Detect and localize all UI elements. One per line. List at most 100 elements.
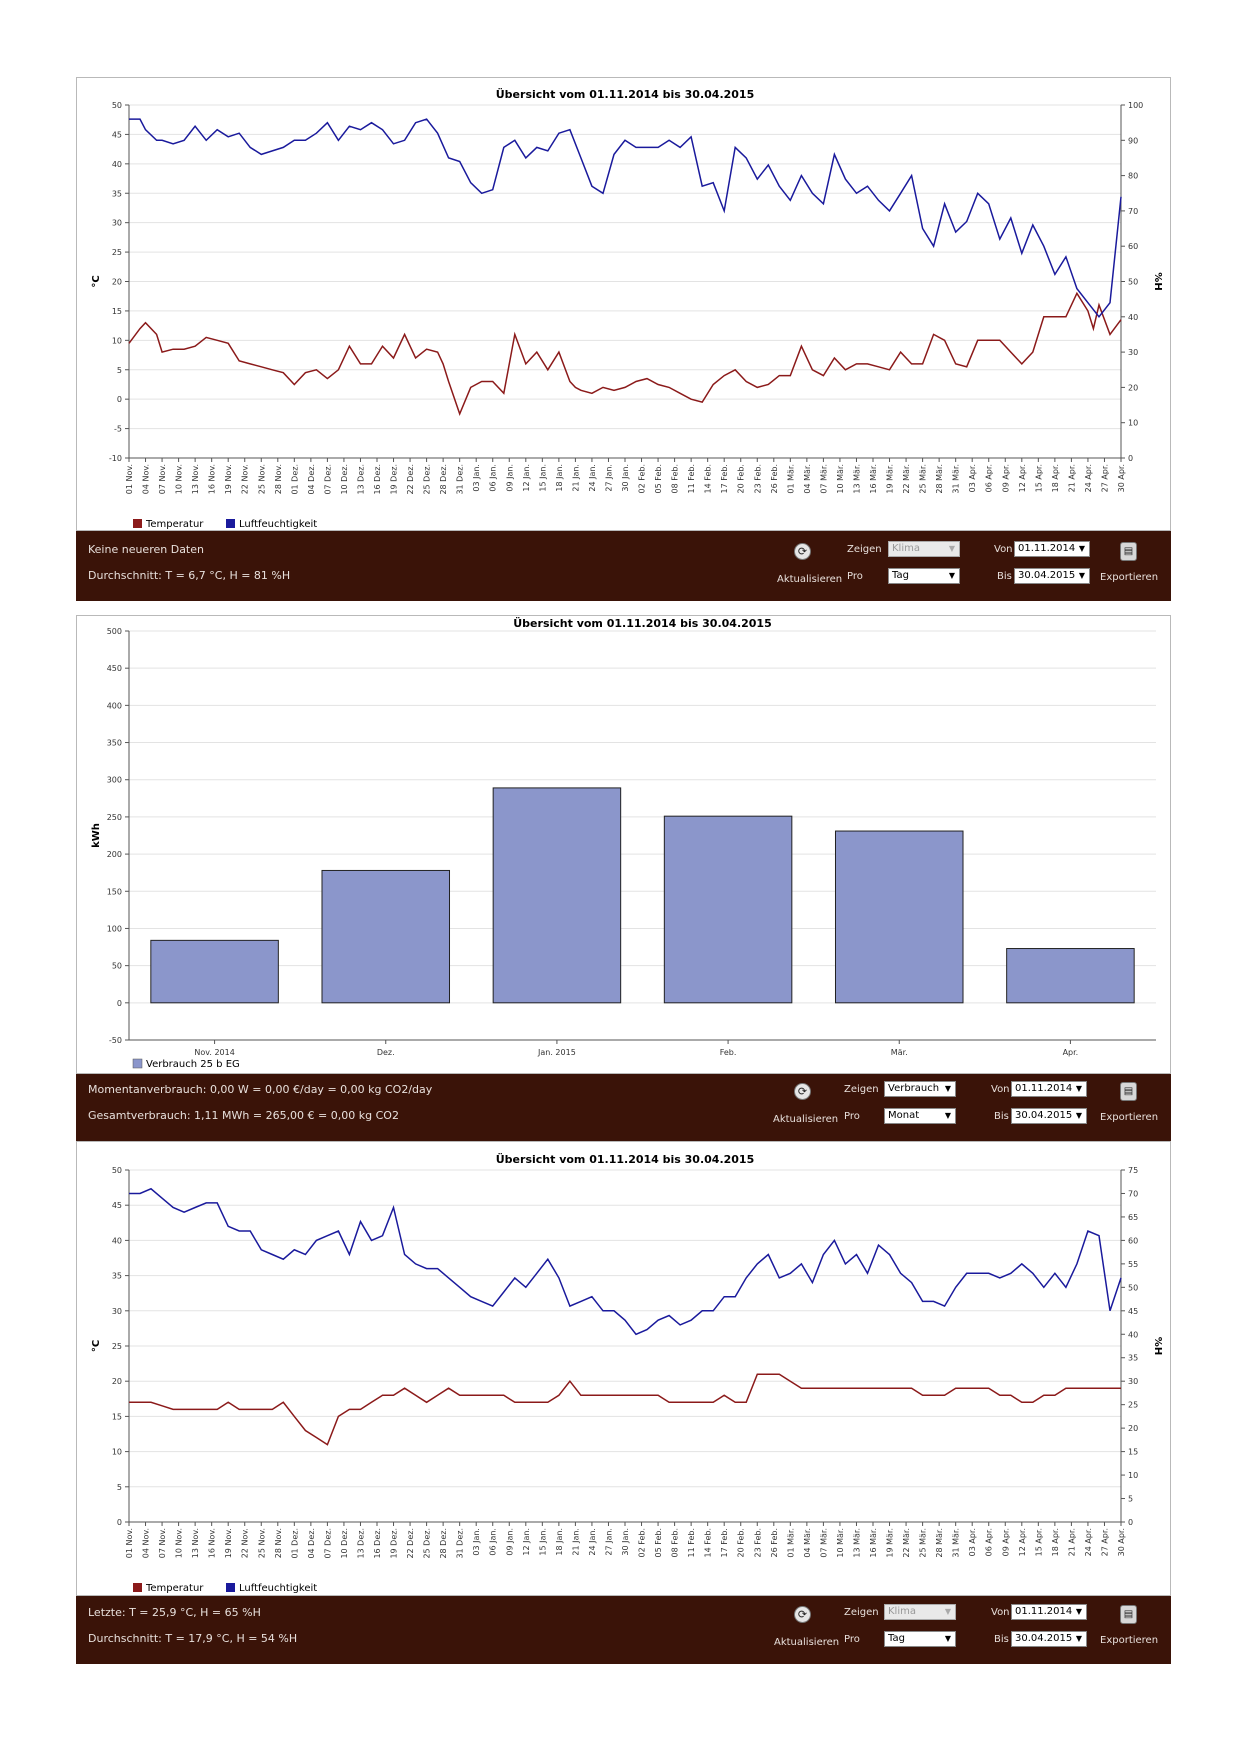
y2-tick-label: 90: [1128, 136, 1138, 145]
export-icon[interactable]: ▤: [1120, 542, 1137, 561]
x-tick-label: 16 Nov.: [208, 1528, 217, 1558]
x-tick-label: 21 Apr.: [1067, 464, 1076, 492]
x-tick-label: 05 Feb.: [654, 1528, 663, 1557]
x-tick-label: 24 Apr.: [1084, 1528, 1093, 1556]
x-tick-label: 10 Nov.: [175, 464, 184, 494]
x-tick-label: 18 Apr.: [1051, 1528, 1060, 1556]
y-tick-label: 45: [112, 1201, 122, 1210]
bis-date-select[interactable]: 30.04.2015 ▼: [1011, 1631, 1087, 1647]
x-tick-label: 28 Dez.: [439, 1528, 448, 1559]
x-tick-label: 22 Dez.: [406, 1528, 415, 1559]
y-tick-label: 350: [107, 739, 122, 748]
climate-chart-1: Übersicht vom 01.11.2014 bis 30.04.2015 -…: [76, 77, 1171, 531]
x-tick-label: 22 Mär.: [902, 464, 911, 494]
y2-tick-label: 35: [1128, 1354, 1138, 1363]
pro-select[interactable]: Tag ▼: [888, 568, 960, 584]
x-tick-label: 30 Jan.: [621, 1528, 630, 1556]
x-tick-label: 11 Feb.: [687, 1528, 696, 1557]
x-tick-label: 17 Feb.: [720, 464, 729, 493]
x-tick-label: 04 Dez.: [307, 464, 316, 495]
zeigen-select[interactable]: Verbrauch ▼: [884, 1081, 956, 1097]
y-tick-label: 50: [112, 101, 122, 110]
refresh-label[interactable]: Aktualisieren: [773, 1114, 839, 1125]
x-tick-label: 07 Dez.: [323, 1528, 332, 1559]
x-tick-label: 17 Feb.: [720, 1528, 729, 1557]
x-tick-label: 20 Feb.: [737, 464, 746, 493]
chevron-down-icon: ▼: [1075, 1607, 1082, 1616]
x-tick-label: 30 Apr.: [1117, 464, 1126, 492]
x-tick-label: 09 Apr.: [1001, 464, 1010, 492]
x-tick-label: 01 Nov.: [125, 464, 134, 494]
x-tick-label: 06 Jan.: [489, 1528, 498, 1556]
x-tick-label: 16 Dez.: [373, 1528, 382, 1559]
x-tick-label: 13 Mär.: [852, 1528, 861, 1558]
x-tick-label: 15 Apr.: [1034, 464, 1043, 492]
chevron-down-icon: ▼: [948, 571, 955, 580]
legend-label: Luftfeuchtigkeit: [239, 519, 317, 530]
x-tick-label: 03 Apr.: [968, 464, 977, 492]
legend-label: Luftfeuchtigkeit: [239, 1583, 317, 1594]
pro-select[interactable]: Monat ▼: [884, 1108, 956, 1124]
y-tick-label: 0: [117, 1518, 122, 1527]
x-tick-label: 08 Feb.: [671, 1528, 680, 1557]
refresh-icon[interactable]: ⟳: [794, 1083, 811, 1100]
refresh-icon[interactable]: ⟳: [794, 1606, 811, 1623]
status-line-2: Durchschnitt: T = 17,9 °C, H = 54 %H: [88, 1632, 298, 1645]
refresh-icon[interactable]: ⟳: [794, 543, 811, 560]
y-tick-label: 40: [112, 160, 122, 169]
export-label[interactable]: Exportieren: [1100, 1112, 1159, 1123]
legend-swatch: [132, 1058, 143, 1069]
chevron-down-icon: ▼: [1075, 1084, 1082, 1093]
x-tick-label: 09 Apr.: [1001, 1528, 1010, 1556]
legend-label: Verbrauch 25 b EG: [146, 1059, 240, 1070]
von-date-select[interactable]: 01.11.2014 ▼: [1011, 1081, 1087, 1097]
x-tick-label: Mär.: [891, 1048, 908, 1057]
x-tick-label: Nov. 2014: [194, 1048, 234, 1057]
export-label[interactable]: Exportieren: [1100, 1635, 1159, 1646]
status-line-1: Keine neueren Daten: [88, 543, 204, 556]
export-icon[interactable]: ▤: [1120, 1082, 1137, 1101]
x-tick-label: 10 Nov.: [175, 1528, 184, 1558]
refresh-label[interactable]: Aktualisieren: [774, 1637, 840, 1648]
chevron-down-icon: ▼: [948, 544, 955, 553]
pro-label: Pro: [844, 1634, 860, 1645]
export-icon[interactable]: ▤: [1120, 1605, 1137, 1624]
refresh-label[interactable]: Aktualisieren: [777, 574, 843, 585]
chevron-down-icon: ▼: [1078, 571, 1085, 580]
y2-tick-label: 0: [1128, 1518, 1133, 1527]
x-tick-label: 01 Mär.: [786, 464, 795, 494]
chevron-down-icon: ▼: [944, 1634, 951, 1643]
x-tick-label: 06 Apr.: [985, 1528, 994, 1556]
legend-swatch: [133, 1583, 142, 1592]
x-tick-label: 04 Mär.: [803, 1528, 812, 1558]
x-tick-label: 21 Jan.: [571, 1528, 580, 1556]
x-tick-label: 25 Nov.: [257, 1528, 266, 1558]
y-tick-label: 300: [107, 776, 122, 785]
y-tick-label: -10: [109, 454, 122, 463]
export-label[interactable]: Exportieren: [1100, 572, 1159, 583]
x-tick-label: 25 Mär.: [919, 1528, 928, 1558]
y-tick-label: 500: [107, 627, 122, 636]
x-tick-label: 31 Mär.: [952, 1528, 961, 1558]
x-tick-label: Jan. 2015: [537, 1048, 576, 1057]
x-tick-label: 01 Dez.: [290, 1528, 299, 1559]
legend-swatch: [133, 519, 142, 528]
x-tick-label: 16 Mär.: [869, 464, 878, 494]
x-tick-label: 12 Apr.: [1018, 464, 1027, 492]
bis-date-select[interactable]: 30.04.2015 ▼: [1014, 568, 1090, 584]
bis-label: Bis: [994, 1634, 1009, 1645]
x-tick-label: 07 Dez.: [323, 464, 332, 495]
x-tick-label: 04 Mär.: [803, 464, 812, 494]
zeigen-label: Zeigen: [844, 1607, 879, 1618]
bis-date-select[interactable]: 30.04.2015 ▼: [1011, 1108, 1087, 1124]
x-tick-label: 04 Dez.: [307, 1528, 316, 1559]
von-date-select[interactable]: 01.11.2014 ▼: [1014, 541, 1090, 557]
von-date-select[interactable]: 01.11.2014 ▼: [1011, 1604, 1087, 1620]
x-tick-label: 10 Dez.: [340, 464, 349, 495]
chevron-down-icon: ▼: [1078, 544, 1085, 553]
pro-label: Pro: [844, 1111, 860, 1122]
x-tick-label: 13 Nov.: [191, 464, 200, 494]
y2-tick-label: 20: [1128, 1424, 1138, 1433]
pro-select[interactable]: Tag ▼: [884, 1631, 956, 1647]
x-tick-label: 20 Feb.: [737, 1528, 746, 1557]
